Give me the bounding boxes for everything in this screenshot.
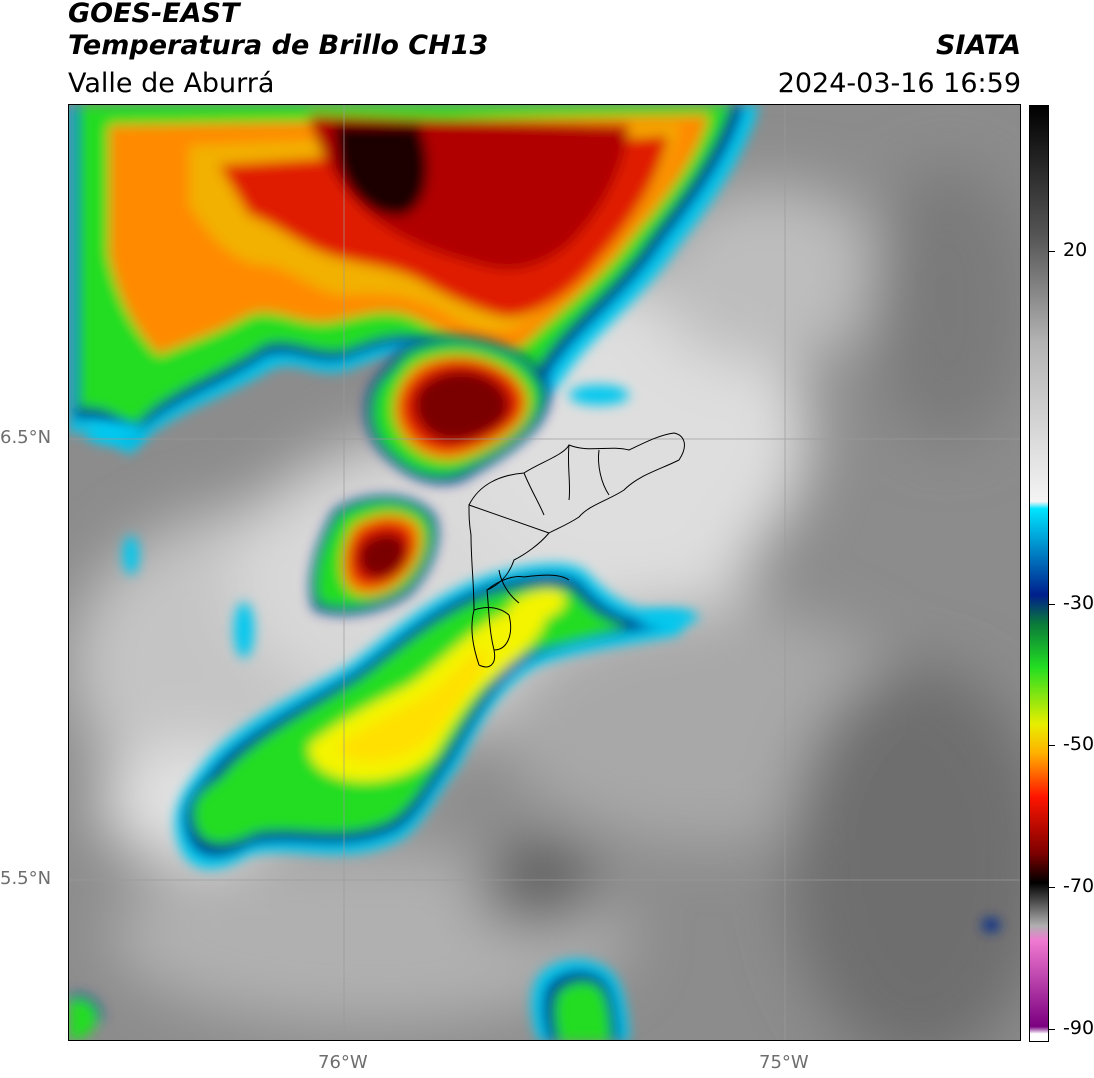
northern-storm: [69, 105, 759, 455]
western-cold-cell: [310, 495, 438, 615]
colorbar-tick: [1049, 745, 1055, 746]
map-canvas: [69, 105, 1020, 1040]
colorbar-label: -90: [1063, 1017, 1094, 1039]
colorbar-tick: [1049, 251, 1055, 252]
colorbar-label: 20: [1063, 239, 1088, 261]
lon-label: 75°W: [759, 1052, 809, 1073]
colorbar-tick: [1049, 887, 1055, 888]
colorbar-label: -50: [1063, 733, 1094, 755]
southern-convective-band: [175, 563, 689, 869]
satellite-title: GOES-EAST: [68, 0, 240, 29]
valley-boundaries: [468, 432, 685, 668]
lon-label: 76°W: [318, 1052, 368, 1073]
colorbar-label: -70: [1063, 875, 1094, 897]
colorbar-tick: [1049, 1029, 1055, 1030]
graticule: [69, 105, 1020, 1040]
datetime-label: 2024-03-16 16:59: [777, 68, 1021, 99]
product-title: Temperatura de Brillo CH13: [68, 30, 489, 61]
agency-label: SIATA: [935, 30, 1021, 61]
brightness-temperature-map: [68, 104, 1021, 1041]
central-cold-cell: [365, 336, 550, 484]
lat-label: 5.5°N: [0, 868, 52, 889]
colorbar-tick: [1049, 604, 1055, 605]
colorbar-label: -30: [1063, 592, 1094, 614]
region-subtitle: Valle de Aburrá: [68, 68, 275, 99]
colorbar: [1029, 105, 1049, 1042]
lat-label: 6.5°N: [0, 427, 52, 448]
small-cells: [69, 385, 1000, 1040]
